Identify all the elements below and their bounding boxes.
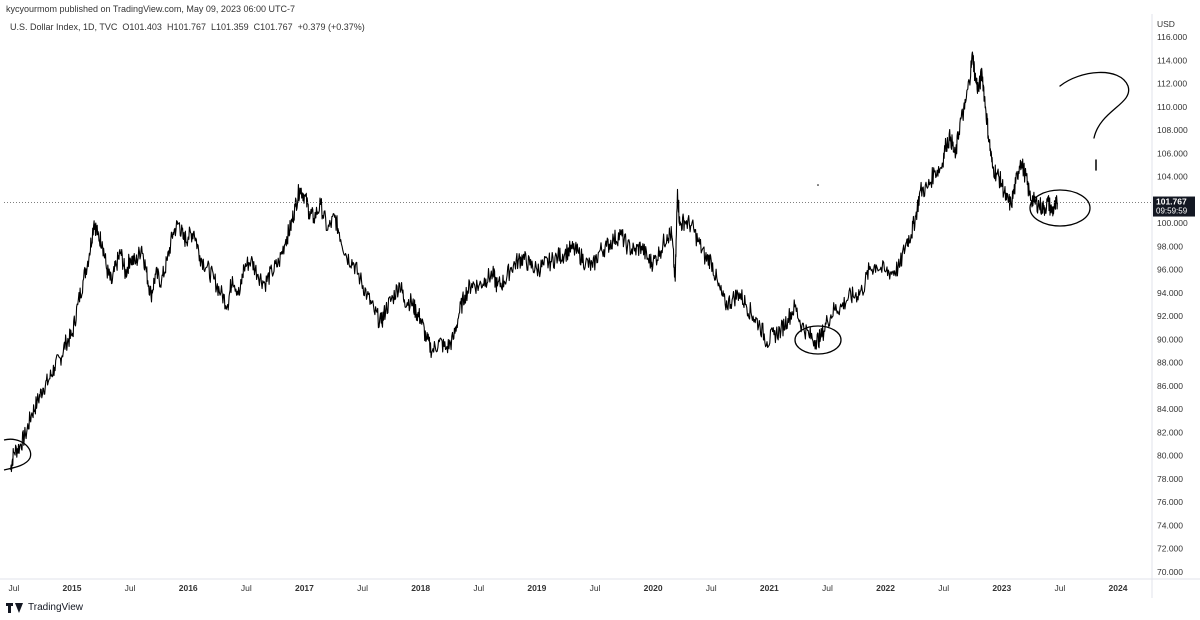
annotation-circle-2023	[1029, 189, 1091, 227]
y-tick-label: 94.000	[1157, 288, 1183, 298]
x-tick-label: Jul	[357, 583, 368, 593]
y-tick-label: 78.000	[1157, 474, 1183, 484]
axes-layer: USD 70.000 72.000 74.000 76.000 78.000 80.000 8…	[0, 14, 1200, 598]
symbol-legend: U.S. Dollar Index, 1D, TVC O101.403 H101…	[10, 22, 365, 32]
y-tick-label: 72.000	[1157, 544, 1183, 554]
open-label: O	[122, 22, 130, 32]
y-tick-label: 90.000	[1157, 334, 1183, 344]
close-label: C	[253, 22, 261, 32]
y-tick-label: 70.000	[1157, 567, 1183, 577]
x-tick-label: 2023	[992, 583, 1011, 593]
x-tick-label: Jul	[8, 583, 19, 593]
y-tick-label: 80.000	[1157, 451, 1183, 461]
y-tick-label: 116.000	[1157, 32, 1187, 42]
x-tick-label: Jul	[590, 583, 601, 593]
y-tick-label: 100.000	[1157, 218, 1188, 228]
x-tick-label: Jul	[706, 583, 717, 593]
y-tick-label: 84.000	[1157, 404, 1183, 414]
y-tick-label: 96.000	[1157, 265, 1183, 275]
y-tick-label: 108.000	[1157, 125, 1188, 135]
open-value: 101.403	[129, 22, 162, 32]
y-tick-label: 114.000	[1157, 55, 1187, 65]
x-tick-label: 2020	[644, 583, 663, 593]
x-tick-label: 2015	[63, 583, 82, 593]
x-tick-label: Jul	[938, 583, 949, 593]
y-tick-label: 104.000	[1157, 172, 1188, 182]
annotation-circle-2021	[794, 325, 842, 355]
low-label: L	[211, 22, 217, 32]
x-tick-label: 2019	[527, 583, 546, 593]
x-tick-label: 2017	[295, 583, 314, 593]
price-unit-label: USD	[1157, 19, 1175, 29]
usd-index-series-line	[9, 51, 1059, 473]
x-tick-label: Jul	[241, 583, 252, 593]
x-tick-label: 2024	[1109, 583, 1128, 593]
change-value: +0.379 (+0.37%)	[297, 22, 365, 32]
y-tick-label: 98.000	[1157, 241, 1183, 251]
x-tick-label: 2022	[876, 583, 895, 593]
footer-brand: TradingView	[6, 602, 83, 613]
x-tick-label: Jul	[1054, 583, 1065, 593]
price-series-layer	[9, 51, 1059, 473]
close-value: 101.767	[260, 22, 293, 32]
bar-countdown: 09:59:59	[1156, 207, 1188, 216]
y-tick-label: 112.000	[1157, 79, 1187, 89]
x-tick-label: 2021	[760, 583, 779, 593]
x-tick-label: Jul	[125, 583, 136, 593]
x-tick-label: 2016	[179, 583, 198, 593]
brand-name: TradingView	[28, 602, 84, 613]
y-tick-label: 92.000	[1157, 311, 1183, 321]
tradingview-logo-icon	[6, 602, 24, 613]
y-tick-label: 82.000	[1157, 427, 1183, 437]
last-price-badge	[1153, 196, 1195, 217]
y-tick-label: 76.000	[1157, 497, 1183, 507]
y-tick-label: 110.000	[1157, 102, 1187, 112]
annotation-dot	[817, 184, 819, 186]
x-tick-label: 2018	[411, 583, 430, 593]
y-tick-label: 106.000	[1157, 148, 1188, 158]
last-price-value: 101.767	[1156, 197, 1187, 207]
y-tick-label: 88.000	[1157, 358, 1183, 368]
high-label: H	[166, 22, 174, 32]
question-mark-icon	[1059, 71, 1130, 139]
publisher-note: kycyourmom published on TradingView.com,…	[6, 4, 295, 14]
y-tick-label: 86.000	[1157, 381, 1183, 391]
y-tick-label: 74.000	[1157, 520, 1183, 530]
x-tick-label: Jul	[822, 583, 833, 593]
x-tick-label: Jul	[473, 583, 484, 593]
symbol-name: U.S. Dollar Index, 1D, TVC	[10, 22, 118, 32]
low-value: 101.359	[216, 22, 249, 32]
high-value: 101.767	[173, 22, 207, 32]
